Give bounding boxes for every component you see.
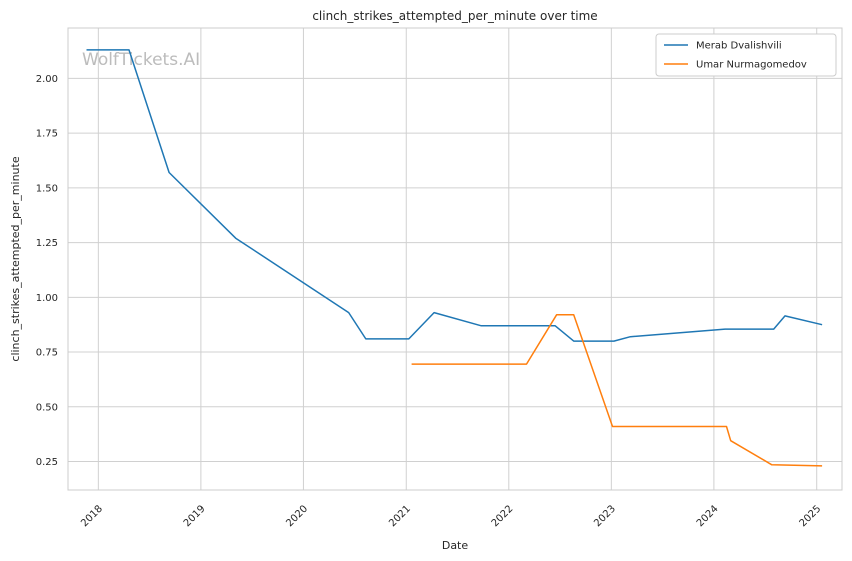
x-tick-label: 2023 — [592, 503, 618, 529]
y-tick-labels: 0.25 0.50 0.75 1.00 1.25 1.50 1.75 2.00 — [36, 74, 58, 468]
x-tick-label: 2020 — [284, 503, 310, 529]
y-tick-label: 1.75 — [36, 129, 58, 140]
x-gridlines — [97, 28, 818, 490]
y-tick-label: 1.00 — [36, 293, 58, 304]
y-tick-label: 1.25 — [36, 238, 58, 249]
y-axis-label: clinch_strikes_attempted_per_minute — [9, 156, 22, 361]
chart-title: clinch_strikes_attempted_per_minute over… — [312, 9, 597, 23]
legend: Merab Dvalishvili Umar Nurmagomedov — [655, 33, 837, 77]
y-tick-label: 1.50 — [36, 183, 58, 194]
y-tick-label: 0.50 — [36, 402, 58, 413]
x-tick-label: 2022 — [490, 503, 516, 529]
series-line — [411, 314, 823, 467]
x-tick-label: 2018 — [79, 503, 105, 529]
series-line — [86, 49, 823, 342]
legend-entry: Umar Nurmagomedov — [696, 60, 807, 71]
watermark-text: WolfTickets.AI — [82, 50, 200, 70]
y-tick-label: 0.75 — [36, 348, 58, 359]
series-lines — [86, 49, 823, 467]
plot-area-frame — [67, 27, 843, 491]
x-tick-label: 2025 — [798, 503, 824, 529]
x-tick-label: 2019 — [182, 503, 208, 529]
x-tick-label: 2021 — [387, 503, 413, 529]
legend-entry: Merab Dvalishvili — [696, 41, 782, 52]
x-axis-label: Date — [442, 539, 469, 552]
y-gridlines — [68, 77, 842, 463]
y-tick-label: 0.25 — [36, 457, 58, 468]
x-tick-label: 2024 — [695, 503, 721, 529]
legend-box — [655, 33, 837, 77]
x-tick-labels: 2018 2019 2020 2021 2022 2023 2024 2025 — [79, 503, 823, 529]
y-tick-label: 2.00 — [36, 74, 58, 85]
